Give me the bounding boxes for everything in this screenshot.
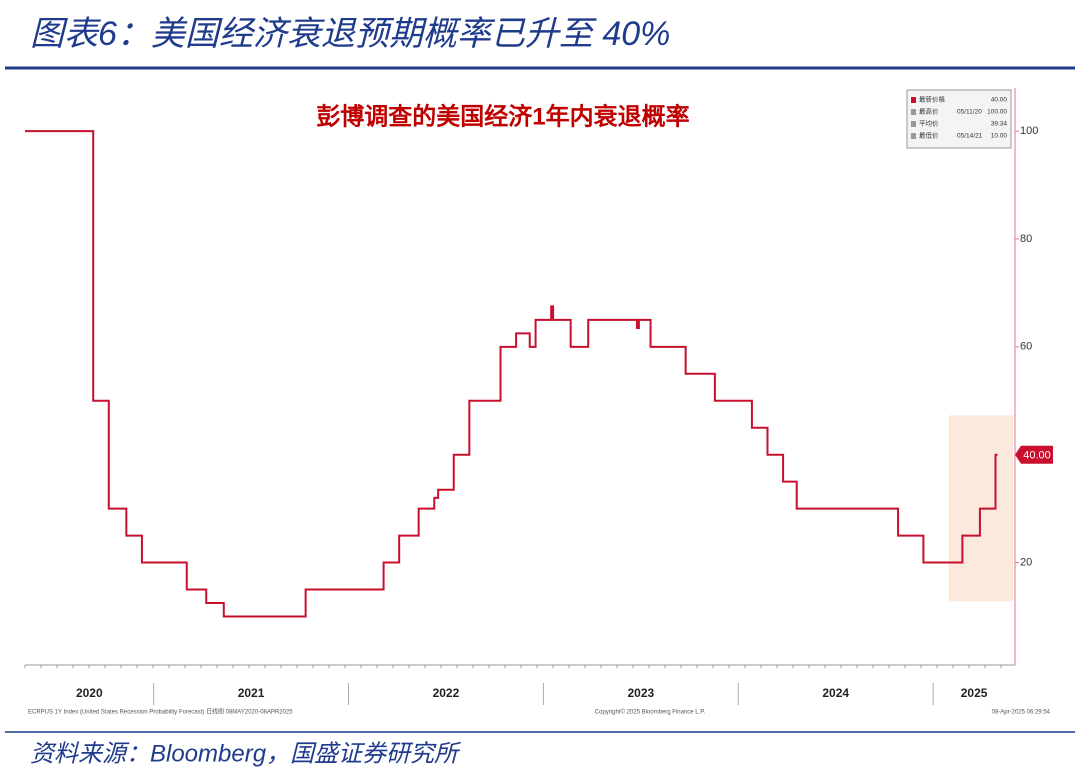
x-tick-label: 2024 (822, 686, 849, 700)
stats-icon (911, 133, 916, 139)
last-value-badge (1015, 445, 1053, 464)
y-tick-label: 80 (1020, 233, 1032, 245)
note: Copyright© 2025 Bloomberg Finance L.P. (595, 709, 706, 716)
stats-label: 最高价 (919, 107, 939, 116)
stats-value: 10.00 (991, 133, 1008, 140)
stats-value: 40.00 (991, 97, 1008, 104)
x-tick-label: 2020 (76, 686, 103, 700)
stats-icon (911, 109, 916, 115)
last-value-label: 40.00 (1023, 450, 1051, 462)
note: ECRPUS 1Y Index (United States Recession… (28, 708, 293, 716)
stats-label: 平均价 (919, 119, 939, 128)
source: 资料来源：Bloomberg，国盛证券研究所 (30, 740, 462, 767)
note: 08-Apr-2025 06:29:54 (992, 710, 1051, 716)
x-tick-label: 2022 (433, 686, 460, 700)
stats-value: 100.00 (987, 109, 1007, 116)
x-tick-label: 2025 (961, 686, 988, 700)
x-tick-label: 2021 (238, 686, 265, 700)
y-tick-label: 60 (1020, 341, 1032, 353)
chart-title: 彭博调查的美国经济1年内衰退概率 (316, 102, 689, 130)
y-tick-label: 100 (1020, 125, 1038, 137)
stats-date: 05/11/20 (957, 109, 982, 116)
stats-label: 最新价格 (919, 95, 946, 104)
stats-box (906, 89, 1012, 149)
stats-icon (911, 97, 916, 103)
figure-title: 图表6：美国经济衰退预期概率已升至 40% (30, 15, 670, 53)
stats-icon (911, 121, 916, 127)
data-line (25, 130, 998, 618)
stats-label: 最低价 (919, 131, 939, 140)
stats-value: 39.34 (991, 121, 1008, 128)
y-tick-label: 20 (1020, 556, 1032, 568)
stats-date: 05/14/21 (957, 133, 983, 140)
x-tick-label: 2023 (627, 686, 654, 700)
